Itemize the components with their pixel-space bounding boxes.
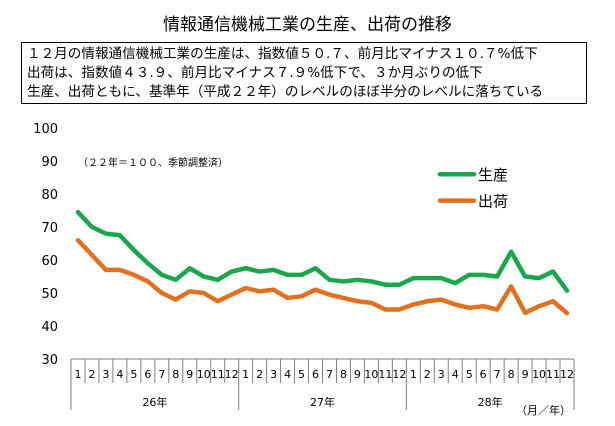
x-tick-label: 2	[256, 368, 263, 381]
y-tick-label: 60	[41, 254, 58, 269]
y-tick-label: 30	[41, 353, 58, 368]
summary-box: １２月の情報通信機械工業の生産は、指数値５０.７、前月比マイナス１０.７%低下 …	[21, 42, 587, 104]
y-tick-label: 50	[41, 287, 58, 302]
x-tick-label: 4	[284, 368, 291, 381]
x-tick-label: 2	[88, 368, 95, 381]
y-tick-label: 70	[41, 221, 58, 236]
legend-label: 出荷	[478, 193, 508, 211]
legend-label: 生産	[478, 166, 508, 184]
x-tick-label: 10	[532, 368, 546, 381]
x-tick-label: 8	[172, 368, 179, 381]
x-tick-label: 2	[424, 368, 431, 381]
x-tick-label: 12	[392, 368, 406, 381]
x-tick-label: 6	[480, 368, 487, 381]
x-tick-label: 3	[102, 368, 109, 381]
x-tick-label: 8	[508, 368, 515, 381]
axis-unit-label: （月／年）	[516, 403, 571, 417]
y-tick-label: 100	[33, 122, 58, 137]
chart-note: （２２年＝１００、季節調整済）	[78, 156, 228, 169]
x-tick-label: 5	[466, 368, 473, 381]
chart-title: 情報通信機械工業の生産、出荷の推移	[163, 15, 452, 35]
series-line-shipment	[75, 237, 570, 316]
series-lines	[75, 209, 570, 316]
x-tick-label: 9	[522, 368, 529, 381]
x-tick-label: 6	[144, 368, 151, 381]
x-tick-label: 1	[410, 368, 417, 381]
chart-axis	[70, 358, 575, 410]
x-tick-label: 7	[494, 368, 501, 381]
x-tick-label: 1	[74, 368, 81, 381]
summary-line-3: 生産、出荷ともに、基準年（平成２２年）のレベルのほぼ半分のレベルに落ちている	[27, 84, 544, 100]
x-tick-label: 10	[364, 368, 378, 381]
x-tick-label: 4	[116, 368, 123, 381]
x-tick-label: 5	[298, 368, 305, 381]
x-tick-label: 1	[242, 368, 249, 381]
y-tick-label: 80	[41, 188, 58, 203]
year-label: 26年	[142, 395, 167, 409]
x-tick-label: 3	[438, 368, 445, 381]
x-tick-label: 3	[270, 368, 277, 381]
x-tick-label: 7	[158, 368, 165, 381]
year-label: 28年	[478, 395, 503, 409]
x-tick-label: 4	[452, 368, 459, 381]
series-line-production	[75, 209, 570, 293]
x-tick-label: 8	[340, 368, 347, 381]
x-tick-label: 6	[312, 368, 319, 381]
x-axis-year-labels: 26年 27年 28年	[142, 395, 502, 409]
x-tick-label: 5	[130, 368, 137, 381]
x-tick-label: 11	[211, 368, 225, 381]
x-tick-label: 11	[546, 368, 560, 381]
y-axis-ticks: 30 40 50 60 70 80 90 100	[33, 122, 58, 368]
x-axis-month-labels: 1 2 3 4 5 6 7 8 9 10 11 12 1 2 3 4 5 6 7 8 9 10 11 12 1 2 3 4 5 6 7 8 9 1…	[74, 368, 574, 381]
x-tick-label: 7	[326, 368, 333, 381]
x-tick-label: 12	[560, 368, 574, 381]
x-tick-label: 10	[197, 368, 211, 381]
summary-line-1: １２月の情報通信機械工業の生産は、指数値５０.７、前月比マイナス１０.７%低下	[27, 46, 538, 62]
x-tick-label: 9	[354, 368, 361, 381]
summary-line-2: 出荷は、指数値４３.９、前月比マイナス７.９%低下で、３か月ぶりの低下	[27, 65, 483, 81]
x-tick-label: 12	[225, 368, 239, 381]
y-tick-label: 40	[41, 320, 58, 335]
x-tick-label: 11	[378, 368, 392, 381]
x-tick-label: 9	[186, 368, 193, 381]
y-tick-label: 90	[41, 155, 58, 170]
year-label: 27年	[310, 395, 335, 409]
